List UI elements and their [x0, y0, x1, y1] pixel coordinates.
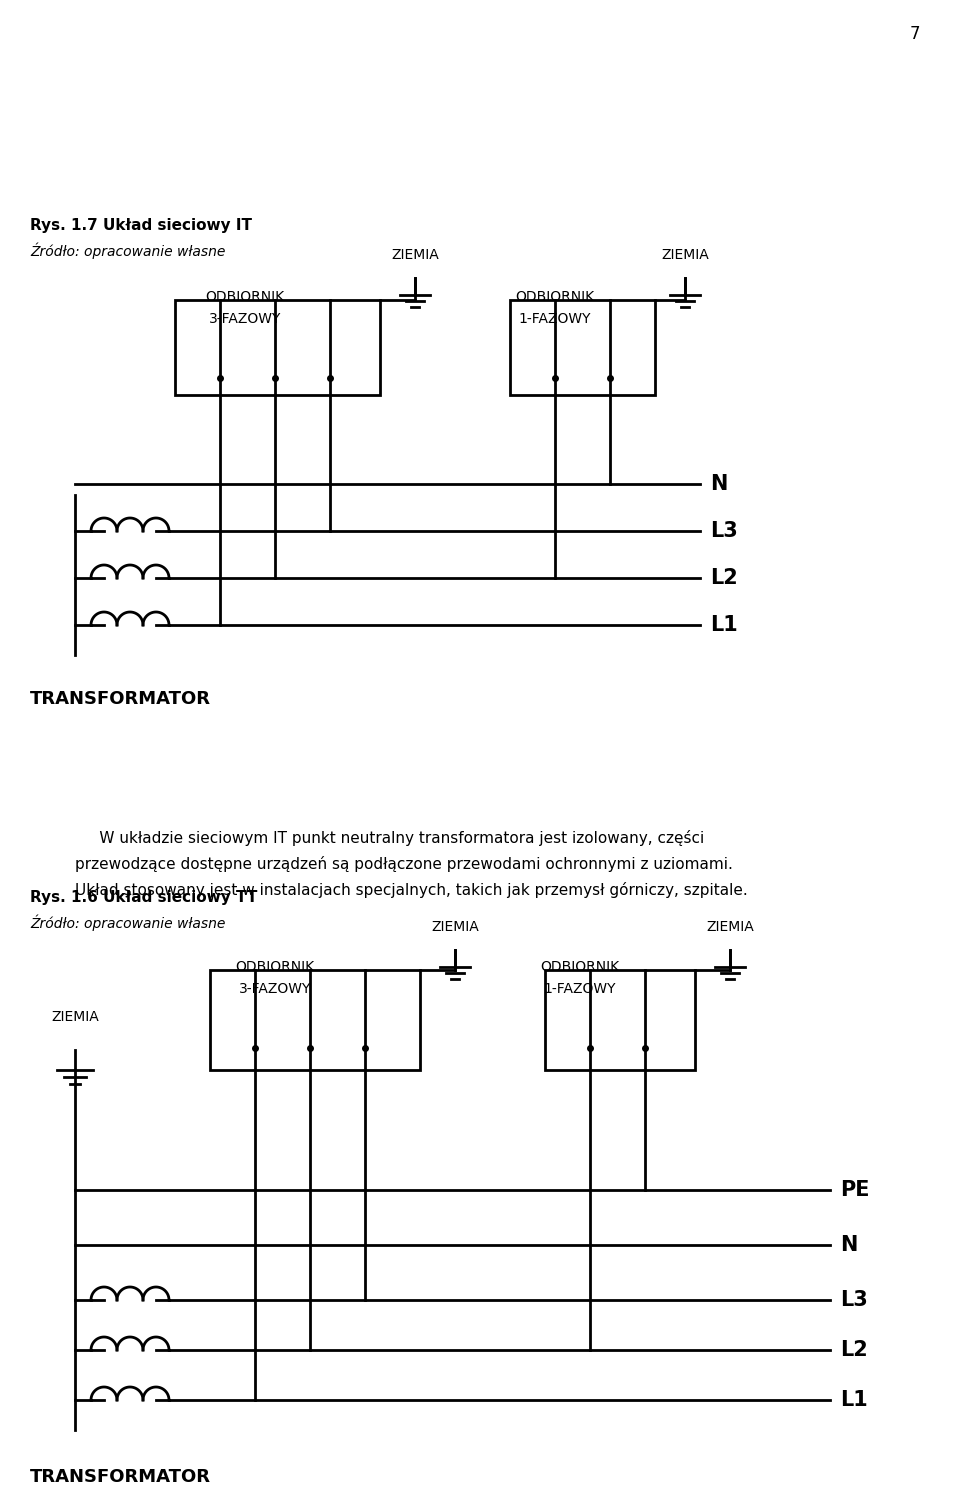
Text: ODBIORNIK: ODBIORNIK — [540, 959, 619, 974]
Text: N: N — [840, 1235, 857, 1254]
Text: ODBIORNIK: ODBIORNIK — [235, 959, 315, 974]
Text: 1-FAZOWY: 1-FAZOWY — [518, 312, 591, 325]
Text: L1: L1 — [710, 614, 737, 636]
Text: L2: L2 — [710, 568, 737, 587]
Text: ZIEMIA: ZIEMIA — [661, 248, 708, 262]
Text: ZIEMIA: ZIEMIA — [707, 920, 754, 934]
Text: 1-FAZOWY: 1-FAZOWY — [543, 982, 616, 995]
Bar — [210, 970, 420, 1069]
Text: PE: PE — [840, 1181, 870, 1200]
Text: N: N — [710, 474, 728, 494]
Text: Rys. 1.7 Układ sieciowy IT: Rys. 1.7 Układ sieciowy IT — [30, 218, 252, 233]
Text: TRANSFORMATOR: TRANSFORMATOR — [30, 690, 211, 708]
Text: TRANSFORMATOR: TRANSFORMATOR — [30, 1468, 211, 1486]
Text: W układzie sieciowym IT punkt neutralny transformatora jest izolowany, części: W układzie sieciowym IT punkt neutralny … — [75, 830, 705, 846]
Bar — [545, 970, 695, 1069]
Text: ZIEMIA: ZIEMIA — [431, 920, 479, 934]
Text: L3: L3 — [710, 521, 737, 541]
Text: L3: L3 — [840, 1291, 868, 1310]
Text: ZIEMIA: ZIEMIA — [391, 248, 439, 262]
Text: L1: L1 — [840, 1390, 868, 1410]
Text: Rys. 1.6 Układ sieciowy TT: Rys. 1.6 Układ sieciowy TT — [30, 890, 257, 905]
Text: przewodzące dostępne urządzeń są podłączone przewodami ochronnymi z uziomami.: przewodzące dostępne urządzeń są podłącz… — [75, 855, 732, 872]
Text: ZIEMIA: ZIEMIA — [51, 1011, 99, 1024]
Text: L2: L2 — [840, 1340, 868, 1360]
Bar — [510, 300, 655, 395]
Text: Źródło: opracowanie własne: Źródło: opracowanie własne — [30, 242, 226, 259]
Text: 7: 7 — [909, 26, 920, 44]
Bar — [175, 300, 380, 395]
Text: 3-FAZOWY: 3-FAZOWY — [209, 312, 281, 325]
Text: Układ stosowany jest w instalacjach specjalnych, takich jak przemysł górniczy, s: Układ stosowany jest w instalacjach spec… — [75, 883, 748, 898]
Text: ODBIORNIK: ODBIORNIK — [516, 291, 594, 304]
Text: Źródło: opracowanie własne: Źródło: opracowanie własne — [30, 914, 226, 931]
Text: ODBIORNIK: ODBIORNIK — [205, 291, 284, 304]
Text: 3-FAZOWY: 3-FAZOWY — [239, 982, 311, 995]
